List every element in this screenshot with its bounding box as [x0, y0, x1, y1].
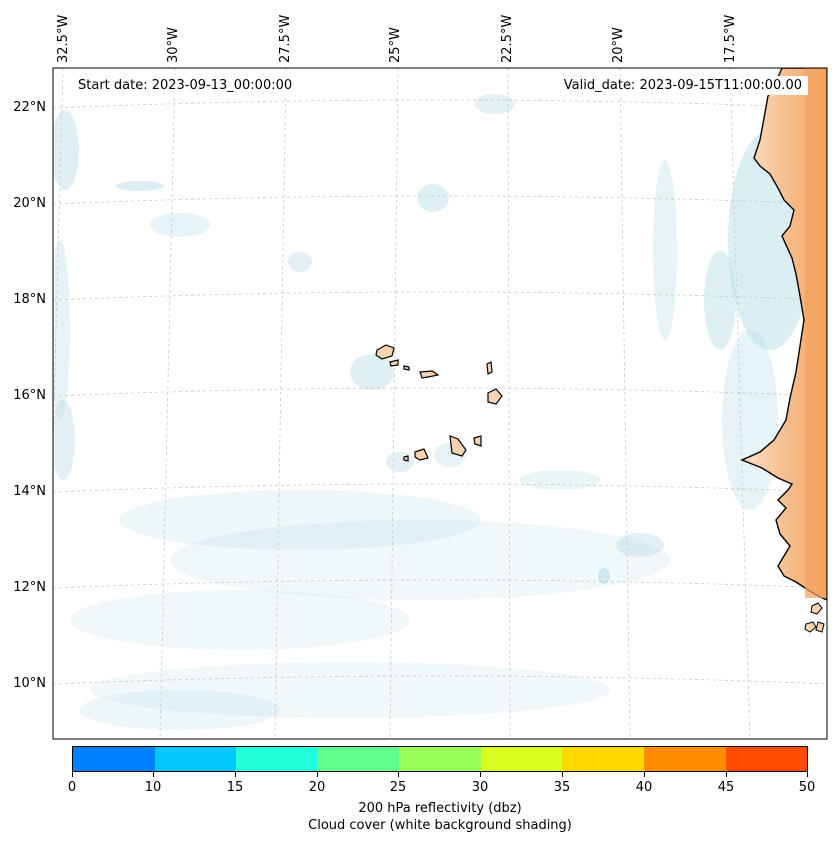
lat-label: 22°N: [13, 100, 46, 115]
colorbar-tick-label: 10: [144, 780, 162, 795]
lat-label: 12°N: [13, 580, 46, 595]
map-frame: [52, 67, 828, 740]
lat-label: 14°N: [13, 484, 46, 499]
colorbar-tick: [235, 772, 236, 777]
cape-verde-islands: [375, 344, 503, 462]
colorbar-segment: [236, 747, 318, 771]
colorbar-segment: [725, 747, 808, 771]
graticule: [53, 68, 827, 739]
lon-label: 17.5°W: [723, 15, 738, 63]
lon-labels: 32.5°W 30°W 27.5°W 25°W 22.5°W 20°W 17.5…: [56, 15, 738, 63]
colorbar-segment: [399, 747, 481, 771]
lon-label: 20°W: [611, 27, 626, 63]
colorbar-tick: [398, 772, 399, 777]
colorbar-tick-label: 25: [389, 780, 407, 795]
colorbar-tick: [644, 772, 645, 777]
valid-date-label: Valid_date: 2023-09-15T11:00:00.00: [557, 76, 808, 95]
colorbar-tick-label: 15: [226, 780, 244, 795]
lon-label: 27.5°W: [278, 15, 293, 63]
lon-label: 25°W: [388, 27, 403, 63]
lon-label: 22.5°W: [500, 15, 515, 63]
colorbar-tick-label: 0: [67, 780, 77, 795]
colorbar-tick: [480, 772, 481, 777]
lat-label: 20°N: [13, 196, 46, 211]
colorbar-tick-label: 50: [798, 780, 816, 795]
colorbar-tick-label: 40: [635, 780, 653, 795]
colorbar-tick: [153, 772, 154, 777]
lat-label: 18°N: [13, 292, 46, 307]
lon-label: 32.5°W: [56, 15, 71, 63]
colorbar-segment: [154, 747, 237, 771]
colorbar-tick-label: 20: [308, 780, 326, 795]
colorbar-tick-label: 35: [553, 780, 571, 795]
colorbar-tick-label: 30: [471, 780, 489, 795]
colorbar-label: 200 hPa reflectivity (dbz): [358, 801, 522, 816]
colorbar-segment: [73, 747, 155, 771]
lon-label: 30°W: [166, 27, 181, 63]
colorbar-tick: [807, 772, 808, 777]
cloud-cover-shading: [53, 94, 812, 730]
colorbar-segment: [562, 747, 644, 771]
colorbar: [72, 746, 808, 772]
colorbar-tick: [317, 772, 318, 777]
colorbar-sublabel: Cloud cover (white background shading): [308, 818, 572, 833]
colorbar-segment: [317, 747, 400, 771]
colorbar-segment: [480, 747, 563, 771]
start-date-label: Start date: 2023-09-13_00:00:00: [72, 76, 299, 95]
colorbar-segment: [643, 747, 726, 771]
lat-label: 16°N: [13, 388, 46, 403]
lat-label: 10°N: [13, 676, 46, 691]
colorbar-tick: [72, 772, 73, 777]
coastal-islands: [804, 602, 825, 633]
colorbar-tick-label: 45: [717, 780, 735, 795]
lat-labels: 22°N 20°N 18°N 16°N 14°N 12°N 10°N: [13, 100, 46, 691]
colorbar-tick: [726, 772, 727, 777]
colorbar-tick: [562, 772, 563, 777]
